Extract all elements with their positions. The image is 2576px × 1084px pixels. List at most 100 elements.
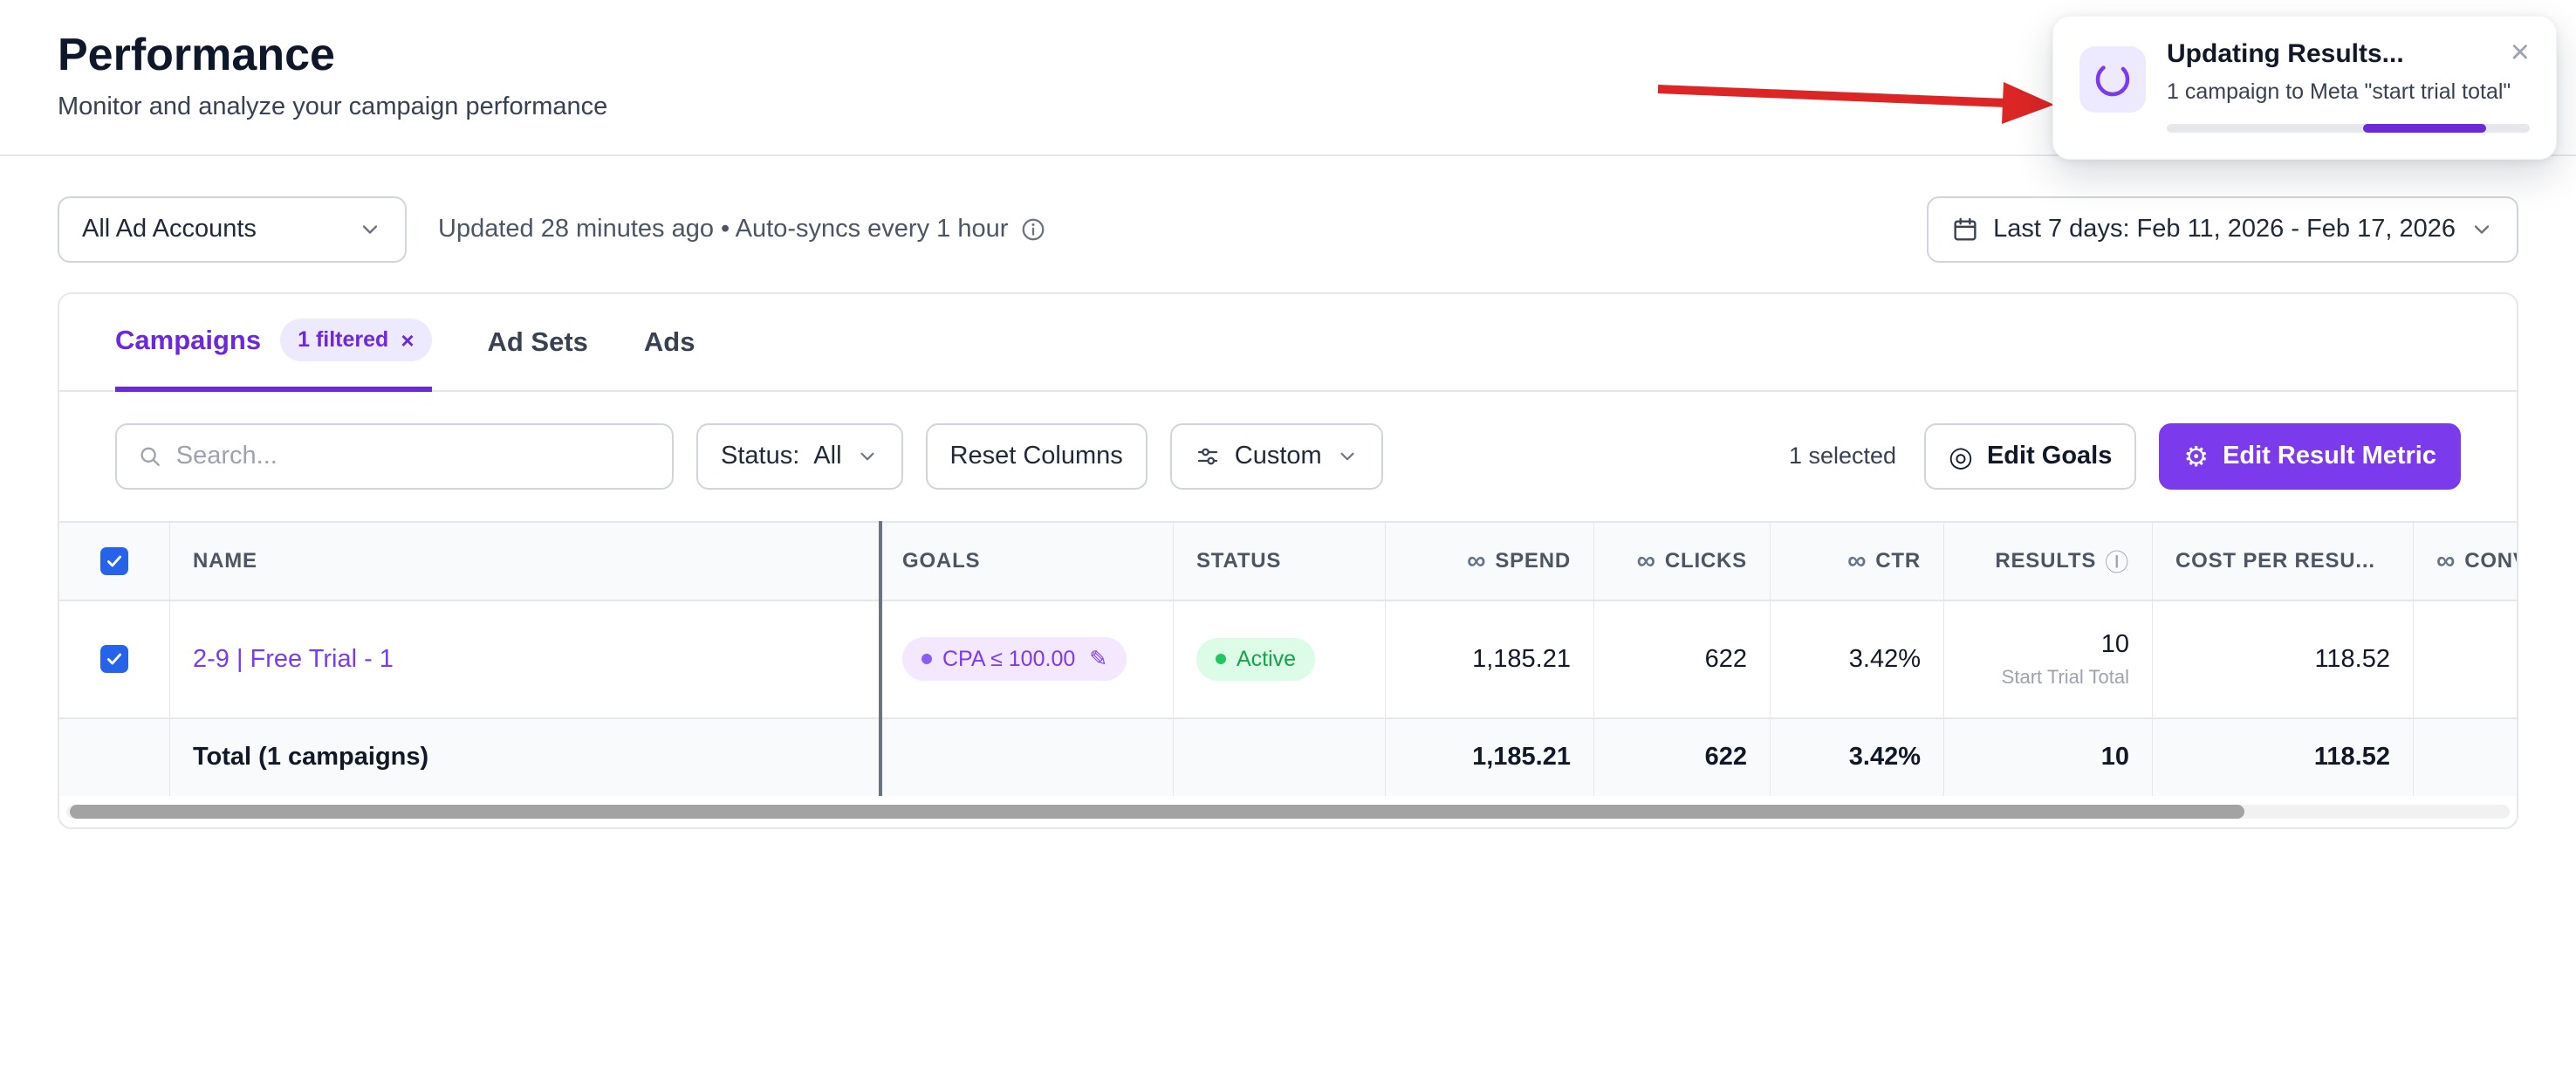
ad-account-selector-label: All Ad Accounts [82,215,257,244]
reset-columns-button[interactable]: Reset Columns [925,422,1148,490]
campaign-name-link[interactable]: 2-9 | Free Trial - 1 [193,644,394,673]
total-clicks-value: 622 [1704,743,1747,772]
toast-body: Updating Results... × 1 campaign to Meta… [2167,34,2530,133]
selected-count: 1 selected [1788,443,1897,470]
total-label-cell: Total (1 campaigns) [169,718,879,796]
ad-account-selector[interactable]: All Ad Accounts [58,196,407,263]
spend-value: 1,185.21 [1472,644,1571,673]
filter-badge: 1 filtered × [280,319,432,362]
header-spend[interactable]: ∞ SPEND [1385,522,1593,600]
meta-icon: ∞ [2436,545,2456,575]
edit-goals-label: Edit Goals [1986,442,2113,470]
goal-dot-icon [921,654,932,665]
header-status[interactable]: STATUS [1173,522,1385,600]
goal-badge[interactable]: CPA ≤ 100.00 ✎ [902,637,1127,682]
toast-message: 1 campaign to Meta "start trial total" [2167,79,2511,104]
status-label: Active [1237,646,1297,671]
tab-campaigns[interactable]: Campaigns 1 filtered × [115,294,432,392]
chevron-down-icon [2474,225,2490,234]
header-ctr-label: CTR [1875,548,1921,573]
total-goals-cell [879,718,1173,796]
check-icon [106,653,122,665]
filter-badge-close-icon[interactable]: × [401,326,414,353]
row-conv-cell [2413,600,2517,717]
search-box[interactable] [115,422,674,490]
calendar-icon [1954,217,1977,241]
row-spend-cell: 1,185.21 [1385,600,1593,717]
header-goals[interactable]: GOALS [879,522,1173,600]
select-all-checkbox[interactable] [100,546,128,575]
gear-icon: ⚙ [2183,440,2209,472]
row-results-cell: 10 Start Trial Total [1943,600,2152,717]
status-filter-label: Status: [721,442,800,470]
page-title: Performance [58,30,335,80]
campaigns-table: NAME GOALS STATUS ∞ SPEND ∞ CLICKS ∞ CTR RE… [59,520,2517,796]
pencil-icon[interactable]: ✎ [1089,647,1108,672]
table-toolbar: Status: All Reset Columns Custom 1 selec… [115,422,2461,490]
search-input[interactable] [175,442,651,471]
header-checkbox-cell [59,523,169,600]
row-status-cell: Active [1173,600,1385,717]
header-cost-per-result[interactable]: COST PER RESU... [2152,522,2413,600]
total-cost-value: 118.52 [2313,743,2390,772]
sliders-icon [1197,448,1217,465]
status-filter-value: All [813,442,842,470]
total-spend-cell: 1,185.21 [1385,718,1593,796]
horizontal-scrollbar-thumb[interactable] [70,804,2244,819]
total-ctr-cell: 3.42% [1770,718,1943,796]
custom-columns-label: Custom [1234,442,1322,470]
header-clicks[interactable]: ∞ CLICKS [1593,522,1770,600]
status-badge: Active [1196,637,1316,681]
header-cost-label: COST PER RESU... [2175,548,2375,573]
header-conversions[interactable]: ∞ CONVE... [2413,522,2517,600]
edit-goals-button[interactable]: ◎ Edit Goals [1924,422,2137,490]
check-icon [106,555,122,567]
header-spend-label: SPEND [1495,548,1571,573]
header-ctr[interactable]: ∞ CTR [1770,522,1943,600]
status-filter[interactable]: Status: All [696,422,903,490]
page-header: Performance Monitor and analyze your cam… [0,0,2576,156]
header-goals-label: GOALS [902,548,981,573]
total-clicks-cell: 622 [1593,718,1770,796]
row-clicks-cell: 622 [1593,600,1770,717]
total-spend-value: 1,185.21 [1472,743,1571,772]
total-conv-cell [2413,718,2517,796]
info-icon[interactable] [1020,216,1046,243]
row-name-cell: 2-9 | Free Trial - 1 [169,600,879,717]
campaigns-card: Campaigns 1 filtered × Ad Sets Ads Statu… [58,292,2518,829]
date-range-selector[interactable]: Last 7 days: Feb 11, 2026 - Feb 17, 2026 [1927,196,2518,263]
total-cost-cell: 118.52 [2152,718,2413,796]
info-icon: ⓘ [2105,550,2129,577]
row-goals-cell: CPA ≤ 100.00 ✎ [879,600,1173,717]
header-results[interactable]: RESULTS ⓘ [1943,522,2152,600]
table-total-row: Total (1 campaigns) 1,185.21 622 3.42% 1… [59,718,2517,796]
row-cost-cell: 118.52 [2152,600,2413,717]
date-range-label: Last 7 days: Feb 11, 2026 - Feb 17, 2026 [1993,215,2456,244]
search-icon [140,447,160,466]
tab-ads[interactable]: Ads [644,294,695,390]
horizontal-scrollbar [66,804,2510,819]
custom-columns-button[interactable]: Custom [1169,422,1383,490]
meta-icon: ∞ [1467,545,1487,575]
goal-label: CPA ≤ 100.00 [942,646,1076,671]
results-metric-label: Start Trial Total [2001,665,2129,688]
page-subtitle: Monitor and analyze your campaign perfor… [58,92,608,120]
column-resize-handle[interactable] [879,520,882,796]
row-checkbox[interactable] [100,645,128,674]
updating-results-toast: Updating Results... × 1 campaign to Meta… [2052,16,2557,160]
edit-result-metric-button[interactable]: ⚙ Edit Result Metric [2159,422,2461,490]
spinner-container [2079,46,2146,113]
header-name[interactable]: NAME [169,522,879,600]
toast-close-icon[interactable]: × [2510,34,2530,71]
total-ctr-value: 3.42% [1848,743,1921,772]
table-header-row: NAME GOALS STATUS ∞ SPEND ∞ CLICKS ∞ CTR RE… [59,520,2517,601]
header-clicks-label: CLICKS [1664,548,1747,573]
tab-ad-sets-label: Ad Sets [487,326,588,357]
ctr-value: 3.42% [1848,644,1921,673]
total-label: Total (1 campaigns) [193,743,429,772]
edit-result-metric-label: Edit Result Metric [2223,442,2436,470]
results-value: 10 [2100,629,2129,658]
tab-ad-sets[interactable]: Ad Sets [488,294,588,390]
header-name-label: NAME [193,548,257,573]
